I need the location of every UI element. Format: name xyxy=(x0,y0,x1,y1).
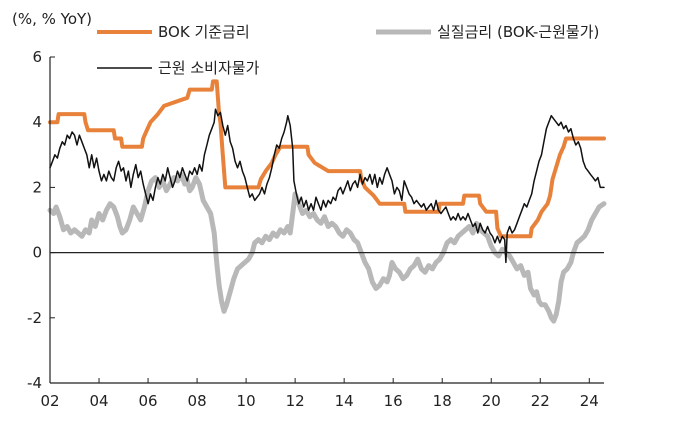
y-axis-ticks: 6 4 2 0 -2 -4 xyxy=(27,48,55,392)
axes-layer xyxy=(49,57,604,384)
x-tick-label: 18 xyxy=(433,392,452,410)
x-tick-label: 10 xyxy=(237,392,256,410)
y-tick-label: 0 xyxy=(32,244,42,262)
y-axis-unit-label: (%, % YoY) xyxy=(12,10,92,28)
series-line-core-cpi xyxy=(49,108,605,264)
x-tick-label: 20 xyxy=(482,392,501,410)
series-line-bok-rate xyxy=(48,79,606,239)
x-tick-label: 16 xyxy=(384,392,403,410)
x-tick-label: 14 xyxy=(335,392,354,410)
x-axis-ticks: 02 04 06 08 10 12 14 16 18 20 22 24 xyxy=(40,378,599,410)
x-tick-label: 02 xyxy=(40,392,59,410)
legend-label-real-rate: 실질금리 (BOK-근원물가) xyxy=(437,23,599,41)
x-tick-label: 24 xyxy=(580,392,599,410)
y-tick-label: 2 xyxy=(32,178,42,196)
x-tick-label: 22 xyxy=(531,392,550,410)
y-tick-label: 4 xyxy=(32,113,42,131)
y-tick-label: -4 xyxy=(27,374,42,392)
x-tick-label: 06 xyxy=(139,392,158,410)
y-tick-label: -2 xyxy=(27,309,42,327)
y-tick-label: 6 xyxy=(32,48,42,66)
x-tick-label: 04 xyxy=(89,392,108,410)
x-tick-label: 08 xyxy=(188,392,207,410)
legend-label-bok-rate: BOK 기준금리 xyxy=(158,23,250,41)
x-tick-label: 12 xyxy=(286,392,305,410)
series-line-real-rate xyxy=(47,171,607,324)
series-layer xyxy=(47,79,607,324)
legend-label-core-cpi: 근원 소비자물가 xyxy=(158,59,260,77)
legend: BOK 기준금리 실질금리 (BOK-근원물가) 근원 소비자물가 xyxy=(97,23,599,77)
